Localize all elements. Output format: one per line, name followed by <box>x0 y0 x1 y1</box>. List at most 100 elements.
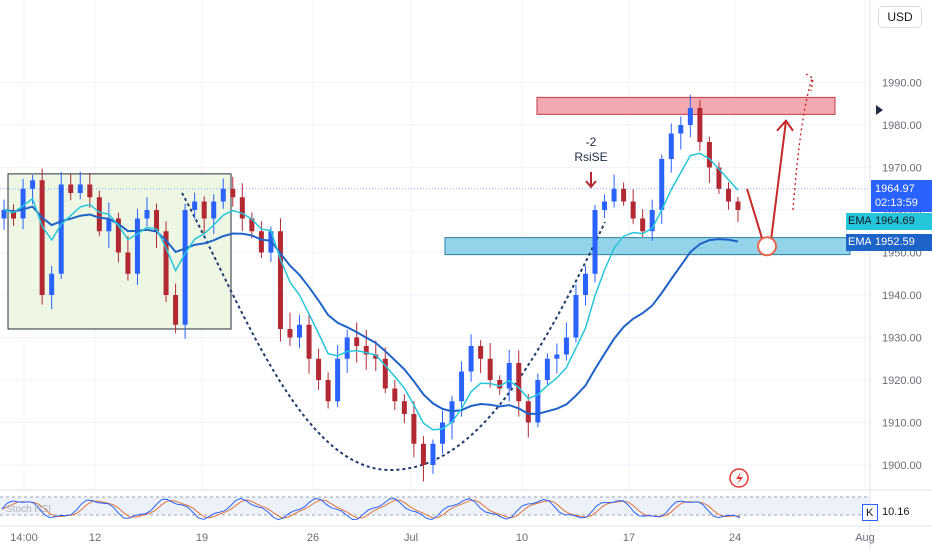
ema-slow-value-tag: 1952.59 <box>871 234 932 251</box>
cup-pattern-curve <box>181 192 606 472</box>
signal-label-top: -2 <box>586 135 597 149</box>
ema-slow-name-tag: EMA <box>846 234 872 251</box>
price-tick-label: 1970.00 <box>882 163 922 175</box>
price-tick-label: 1920.00 <box>882 375 922 387</box>
price-tick-label: 1930.00 <box>882 333 922 345</box>
candle-body <box>1 210 7 219</box>
ema-fast-line <box>3 152 739 431</box>
candle-body <box>392 388 398 402</box>
candle-body <box>668 133 674 159</box>
candle-body <box>420 443 426 465</box>
stoch-k-line <box>1 497 741 521</box>
candle-body <box>554 354 560 359</box>
scroll-right-icon[interactable] <box>876 105 883 115</box>
projection-arrow-head <box>776 119 794 132</box>
candle-body <box>144 210 150 219</box>
price-tick-label: 1940.00 <box>882 290 922 302</box>
bar-countdown: 02:13:59 <box>875 197 918 209</box>
price-tick-label: 1910.00 <box>882 418 922 430</box>
candle-body <box>621 188 627 202</box>
candle-body <box>659 159 665 210</box>
candle-body <box>630 201 636 219</box>
candle-body <box>459 371 465 402</box>
candle-body <box>535 380 541 423</box>
signal-arrow-icon <box>585 172 597 189</box>
currency-button[interactable]: USD <box>878 6 922 28</box>
candle-body <box>373 354 379 359</box>
candle-body <box>134 218 140 274</box>
stoch-pane-label: Stoch RSI <box>6 504 51 515</box>
candle-body <box>478 346 484 359</box>
candle-body <box>316 358 322 380</box>
stoch-band <box>0 497 870 515</box>
candle-body <box>563 337 569 355</box>
candle-body <box>287 329 293 338</box>
time-tick-label: Aug <box>855 532 875 544</box>
candle-body <box>335 358 341 402</box>
support-zone <box>444 237 851 256</box>
candle-body <box>306 324 312 359</box>
candle-body <box>611 188 617 202</box>
candle-body <box>154 210 160 232</box>
candle-body <box>125 252 131 274</box>
candle-body <box>325 380 331 402</box>
candle-body <box>20 188 26 219</box>
time-tick-label: Jul <box>404 532 418 544</box>
candle-body <box>77 184 83 193</box>
candle-body <box>525 401 531 423</box>
candle-body <box>163 231 169 295</box>
target-circle <box>757 236 777 257</box>
candle-body <box>297 324 303 338</box>
candle-body <box>516 363 522 402</box>
projection-dotted-arrow <box>792 73 814 211</box>
candle-body <box>106 218 112 232</box>
candle-body <box>87 184 93 198</box>
time-axis[interactable]: 14:00 12 19 26 Jul 10 17 24 Aug <box>10 532 875 544</box>
time-tick-label: 17 <box>623 532 635 544</box>
candle-body <box>230 188 236 198</box>
candle-body <box>735 201 741 210</box>
candle-body <box>602 201 608 210</box>
candle-body <box>706 142 712 168</box>
candle-body <box>363 346 369 355</box>
candle-body <box>344 337 350 359</box>
candle-body <box>697 108 703 142</box>
candle-body <box>411 414 417 444</box>
ema-fast-value-tag: 1964.69 <box>871 213 932 230</box>
signal-label-rsi: RsiSE <box>574 150 607 164</box>
candle-body <box>725 188 731 202</box>
stoch-k-value-tag: 10.16 <box>878 504 932 521</box>
flash-icon[interactable] <box>729 468 749 488</box>
candle-body <box>192 201 198 210</box>
candle-body <box>11 210 17 219</box>
candle-body <box>39 180 45 295</box>
candle-body <box>68 184 74 193</box>
candle-body <box>582 273 588 295</box>
candle-body <box>401 401 407 414</box>
candle-body <box>173 295 179 325</box>
candle-body <box>716 167 722 189</box>
current-price-tag: 1964.97 02:13:59 <box>871 180 932 212</box>
candle-body <box>487 358 493 380</box>
time-tick-label: 24 <box>729 532 741 544</box>
price-axis[interactable]: 1990.001980.001970.001960.001950.001940.… <box>882 78 922 473</box>
candle-body <box>687 108 693 125</box>
candle-body <box>382 358 388 389</box>
resistance-zone <box>536 96 836 115</box>
candle-body <box>96 197 102 232</box>
candle-body <box>439 422 445 444</box>
candle-body <box>249 218 255 232</box>
candle-body <box>573 295 579 338</box>
price-tick-label: 1900.00 <box>882 460 922 472</box>
candle-body <box>115 218 121 253</box>
candle-body <box>211 201 217 219</box>
candle-body <box>592 210 598 274</box>
ema-slow-line <box>3 205 739 415</box>
candle-body <box>678 125 684 134</box>
candle-body <box>497 380 503 389</box>
time-tick-label: 12 <box>89 532 101 544</box>
candle-body <box>640 218 646 232</box>
candle-body <box>201 201 207 219</box>
candle-body <box>220 188 226 202</box>
